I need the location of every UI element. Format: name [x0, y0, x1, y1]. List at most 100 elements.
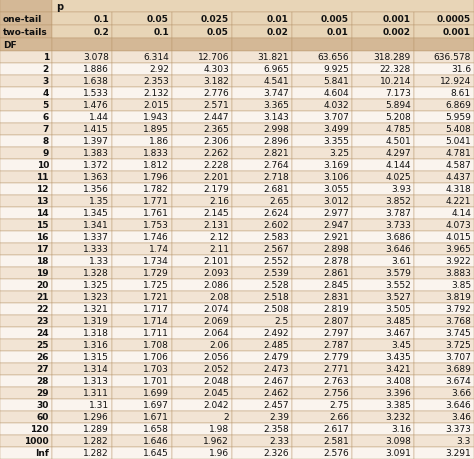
Text: 2.473: 2.473: [264, 365, 289, 374]
Text: two-tails: two-tails: [3, 28, 48, 37]
Text: 1.533: 1.533: [83, 90, 109, 98]
Text: 1.289: 1.289: [83, 425, 109, 434]
Bar: [352, 148, 414, 160]
Text: 20: 20: [36, 281, 49, 290]
Text: 12: 12: [36, 185, 49, 194]
Bar: [52, 26, 112, 39]
Bar: [172, 435, 232, 447]
Text: 2.583: 2.583: [263, 233, 289, 242]
Bar: [292, 268, 352, 280]
Text: 3.355: 3.355: [323, 137, 349, 146]
Text: 2.92: 2.92: [149, 65, 169, 74]
Text: 18: 18: [36, 257, 49, 266]
Bar: [52, 52, 112, 64]
Bar: [352, 363, 414, 375]
Bar: [414, 423, 474, 435]
Text: 3.787: 3.787: [385, 209, 411, 218]
Bar: [52, 231, 112, 243]
Bar: [112, 399, 172, 411]
Text: 21: 21: [36, 293, 49, 302]
Bar: [292, 351, 352, 363]
Text: 1.321: 1.321: [83, 305, 109, 314]
Text: 5: 5: [43, 101, 49, 110]
Text: 2.179: 2.179: [203, 185, 229, 194]
Text: 2.201: 2.201: [203, 173, 229, 182]
Bar: [292, 184, 352, 196]
Bar: [0, 315, 52, 327]
Bar: [0, 375, 52, 387]
Text: 2.896: 2.896: [263, 137, 289, 146]
Text: 2.11: 2.11: [209, 245, 229, 254]
Text: 27: 27: [36, 365, 49, 374]
Text: 2.492: 2.492: [264, 329, 289, 338]
Text: 120: 120: [30, 425, 49, 434]
Text: 2.467: 2.467: [264, 377, 289, 386]
Bar: [52, 243, 112, 256]
Text: 2.479: 2.479: [264, 353, 289, 362]
Bar: [292, 363, 352, 375]
Bar: [292, 219, 352, 231]
Bar: [414, 136, 474, 148]
Text: 3.505: 3.505: [385, 305, 411, 314]
Text: 5.894: 5.894: [385, 101, 411, 110]
Bar: [292, 124, 352, 136]
Bar: [352, 387, 414, 399]
Text: 0.1: 0.1: [153, 28, 169, 37]
Bar: [172, 184, 232, 196]
Text: 29: 29: [36, 389, 49, 397]
Text: 1.319: 1.319: [83, 317, 109, 326]
Bar: [232, 231, 292, 243]
Text: 17: 17: [36, 245, 49, 254]
Bar: [52, 172, 112, 184]
Bar: [0, 243, 52, 256]
Bar: [112, 315, 172, 327]
Bar: [352, 447, 414, 459]
Bar: [414, 327, 474, 339]
Bar: [232, 399, 292, 411]
Bar: [414, 88, 474, 100]
Text: 2.086: 2.086: [203, 281, 229, 290]
Bar: [352, 399, 414, 411]
Text: 2.797: 2.797: [323, 329, 349, 338]
Bar: [112, 303, 172, 315]
Bar: [414, 411, 474, 423]
Text: 4.073: 4.073: [445, 221, 471, 230]
Bar: [172, 363, 232, 375]
Bar: [232, 26, 292, 39]
Bar: [232, 363, 292, 375]
Bar: [292, 112, 352, 124]
Text: 0.025: 0.025: [201, 15, 229, 24]
Bar: [414, 124, 474, 136]
Text: 1.316: 1.316: [83, 341, 109, 350]
Bar: [172, 327, 232, 339]
Bar: [52, 219, 112, 231]
Bar: [172, 13, 232, 26]
Bar: [112, 339, 172, 351]
Bar: [414, 184, 474, 196]
Bar: [172, 280, 232, 291]
Text: 19: 19: [36, 269, 49, 278]
Bar: [52, 39, 112, 52]
Bar: [414, 268, 474, 280]
Text: 2.056: 2.056: [203, 353, 229, 362]
Bar: [352, 184, 414, 196]
Bar: [112, 124, 172, 136]
Bar: [52, 423, 112, 435]
Text: 1.714: 1.714: [143, 317, 169, 326]
Text: 63.656: 63.656: [318, 53, 349, 62]
Bar: [172, 351, 232, 363]
Bar: [0, 303, 52, 315]
Text: 1.671: 1.671: [143, 413, 169, 421]
Text: 1.753: 1.753: [143, 221, 169, 230]
Text: 3.106: 3.106: [323, 173, 349, 182]
Text: 2.16: 2.16: [209, 197, 229, 206]
Bar: [112, 160, 172, 172]
Text: 1.341: 1.341: [83, 221, 109, 230]
Text: 5.208: 5.208: [385, 113, 411, 122]
Text: 6: 6: [43, 113, 49, 122]
Bar: [232, 207, 292, 219]
Text: 2.947: 2.947: [323, 221, 349, 230]
Text: 6.869: 6.869: [445, 101, 471, 110]
Bar: [0, 39, 52, 52]
Bar: [112, 327, 172, 339]
